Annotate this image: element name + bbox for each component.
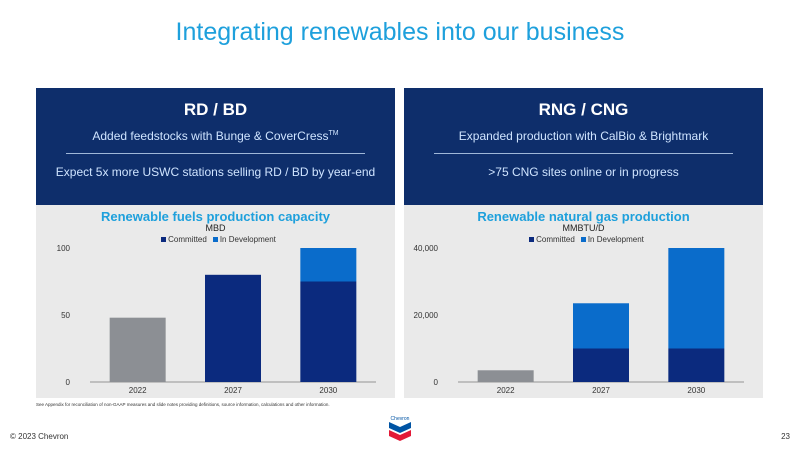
bar-2030-committed	[300, 281, 357, 382]
legend-swatch-in-development	[212, 237, 218, 243]
chevron-logo: Chevron	[389, 416, 411, 441]
legend-label-committed: Committed	[536, 235, 575, 244]
divider	[434, 153, 733, 154]
x-tick-label: 2022	[497, 386, 515, 395]
panel-heading: RD / BD	[183, 100, 248, 119]
y-tick-label: 50	[61, 311, 70, 320]
trademark-sup: TM	[328, 130, 339, 137]
page-title: Integrating renewables into our business	[175, 18, 625, 46]
bar-2030-committed	[668, 348, 725, 382]
bar-2022-existing	[109, 317, 166, 382]
legend-swatch-committed	[529, 237, 535, 243]
chart-unit: MMBTU/D	[562, 223, 605, 233]
y-tick-label: 40,000	[414, 244, 439, 253]
y-tick-label: 100	[57, 244, 71, 253]
legend-label-in-development: In Development	[587, 235, 644, 244]
panel-line-2: Expect 5x more USWC stations selling RD …	[55, 165, 376, 179]
chart-legend: Committed In Development	[36, 235, 395, 244]
copyright: © 2023 Chevron	[10, 432, 69, 441]
chart-unit: MBD	[205, 223, 226, 233]
panel-line-1: Added feedstocks with Bunge & CoverCress…	[92, 129, 339, 143]
bar-2027-in-development	[573, 303, 629, 349]
divider	[66, 153, 365, 154]
renewable-natural-gas-chart: 0 20,000 40,000 2022 2027 2030	[414, 244, 744, 395]
renewable-fuels-chart: 0 50 100 2022 2027 2030	[57, 244, 376, 395]
footnote: See Appendix for reconciliation of non-G…	[36, 402, 330, 407]
rd-bd-panel: RD / BD Added feedstocks with Bunge & Co…	[36, 88, 395, 398]
legend-label-in-development: In Development	[219, 235, 276, 244]
bar-2022-existing	[477, 370, 534, 382]
chart-legend: Committed In Development	[404, 235, 763, 244]
legend-swatch-committed	[161, 237, 167, 243]
legend-swatch-in-development	[580, 237, 586, 243]
chart-title: Renewable fuels production capacity	[101, 209, 330, 224]
x-tick-label: 2030	[319, 386, 337, 395]
y-tick-label: 0	[434, 378, 439, 387]
page-number: 23	[781, 432, 790, 441]
bar-2030-in-development	[668, 248, 725, 349]
panel-heading: RNG / CNG	[538, 100, 629, 119]
panel-line-2: >75 CNG sites online or in progress	[488, 165, 679, 179]
x-tick-label: 2022	[129, 386, 147, 395]
y-tick-label: 0	[66, 378, 71, 387]
bar-2027-committed	[573, 348, 629, 382]
x-tick-label: 2030	[687, 386, 705, 395]
logo-wordmark: Chevron	[391, 416, 410, 422]
panel-header: RNG / CNG Expanded production with CalBi…	[404, 88, 763, 205]
bar-2027-committed	[205, 274, 261, 382]
bar-2030-in-development	[300, 248, 357, 282]
panel-header: RD / BD Added feedstocks with Bunge & Co…	[36, 88, 395, 205]
y-tick-label: 20,000	[414, 311, 439, 320]
legend-label-committed: Committed	[168, 235, 207, 244]
x-tick-label: 2027	[592, 386, 610, 395]
panel-line-1: Expanded production with CalBio & Bright…	[458, 129, 709, 143]
x-tick-label: 2027	[224, 386, 242, 395]
chart-title: Renewable natural gas production	[477, 209, 690, 224]
rng-cng-panel: RNG / CNG Expanded production with CalBi…	[404, 88, 763, 398]
